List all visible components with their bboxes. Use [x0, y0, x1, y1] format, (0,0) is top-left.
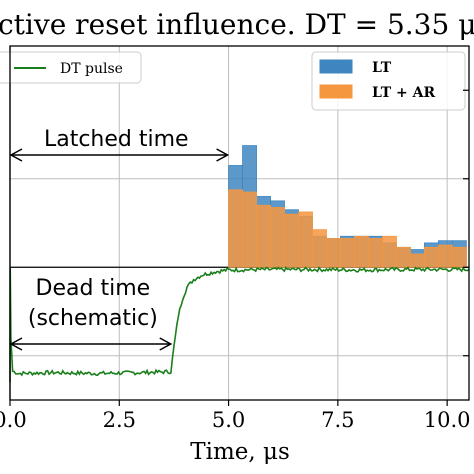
x-tick-label-0: 0.0 [0, 408, 27, 432]
x-tick-label-4: 10.0 [424, 408, 471, 432]
dt-pulse-series [9, 266, 470, 383]
bar-lt-ar-15 [437, 244, 453, 268]
x-tick-label-2: 5.0 [212, 408, 245, 432]
bar-lt-ar-9 [354, 235, 369, 268]
chart-title: ctive reset influence. DT = 5.35 μs [0, 8, 474, 41]
legends: DT pulse LT LT + AR [0, 51, 466, 111]
bar-lt-ar-5 [298, 211, 313, 268]
dead-time-arrow-head-left [9, 337, 23, 351]
bar-lt-ar-12 [396, 246, 411, 268]
dead-time-arrow-head-right [159, 337, 173, 351]
bar-lt-ar-3 [270, 207, 285, 268]
dead-time-label-line1: Dead time [36, 276, 151, 301]
bar-lt-ar-16 [451, 246, 467, 268]
bar-lt-ar-13 [410, 253, 425, 268]
latched-time-arrow-head-left [9, 148, 23, 162]
legend-patch-0 [319, 59, 353, 74]
right-ticks [463, 89, 469, 357]
bar-lt-ar-14 [424, 246, 439, 268]
dead-time-label-line2: (schematic) [28, 306, 158, 331]
plot-area: Latched time Dead time (schematic) DT puls… [0, 45, 471, 432]
x-ticks: 0.0 2.5 5.0 7.5 10.0 [0, 400, 471, 432]
legend-label-dt-pulse: DT pulse [60, 61, 123, 77]
bar-lt-ar-8 [340, 238, 355, 268]
x-axis-label: Time, μs [190, 439, 290, 465]
histogram-bars [228, 145, 467, 268]
bar-lt-ar-4 [284, 213, 299, 268]
legend-label-1: LT + AR [372, 85, 435, 101]
legend-box-pulse [0, 51, 142, 84]
axes-frame [9, 45, 470, 401]
legend-label-0: LT [372, 60, 392, 76]
bar-lt-ar-6 [312, 229, 327, 268]
legend-patch-1 [319, 84, 353, 99]
latched-time-arrow-head-right [216, 148, 230, 162]
bar-lt-ar-1 [242, 191, 257, 268]
bar-lt-ar-11 [382, 235, 397, 268]
bar-lt-ar-7 [326, 238, 341, 268]
x-tick-label-3: 7.5 [321, 408, 354, 432]
annotations: Latched time Dead time (schematic) [9, 46, 230, 400]
bar-lt-ar-0 [228, 189, 243, 268]
x-tick-label-1: 2.5 [103, 408, 136, 432]
bar-lt-ar-2 [256, 204, 271, 268]
bar-lt-ar-10 [368, 238, 383, 268]
latched-time-label: Latched time [44, 127, 189, 152]
dt-pulse-line [9, 266, 470, 383]
